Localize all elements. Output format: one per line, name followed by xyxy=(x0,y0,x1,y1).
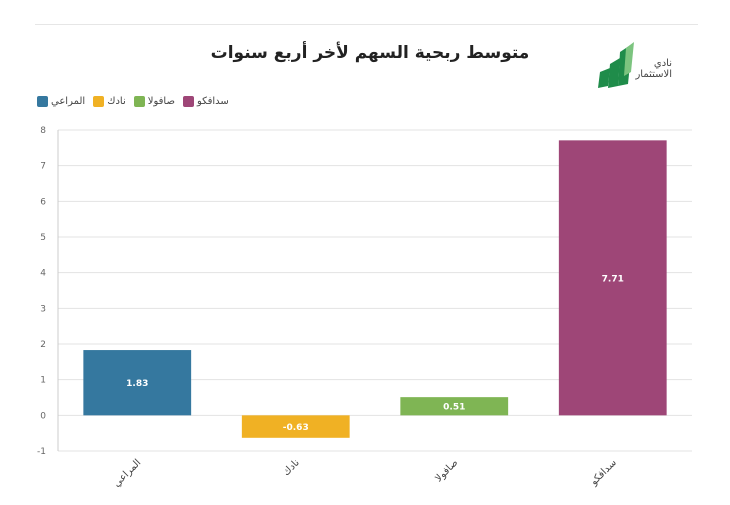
y-tick-label: 3 xyxy=(40,304,46,314)
chart-title: متوسط ربحية السهم لأخر أربع سنوات xyxy=(210,43,530,63)
data-label: 7.71 xyxy=(602,274,624,284)
bar xyxy=(241,415,350,438)
legend-label: صافولا xyxy=(147,96,175,107)
x-tick-label: المراعي xyxy=(111,457,143,489)
data-label: 1.83 xyxy=(126,379,148,389)
y-tick-label: 7 xyxy=(40,162,46,172)
x-tick-label: صافولا xyxy=(433,457,460,484)
legend-swatch xyxy=(93,96,105,107)
legend-label: نادك xyxy=(107,96,126,107)
y-tick-label: 5 xyxy=(40,233,46,243)
legend: المراعي نادك صافولا سدافكو xyxy=(37,96,229,107)
legend-item[interactable]: نادك xyxy=(93,96,126,107)
y-tick-label: 0 xyxy=(40,411,46,421)
investment-club-logo-icon xyxy=(598,42,634,88)
legend-label: سدافكو xyxy=(196,96,229,107)
data-label: -0.63 xyxy=(283,423,309,433)
y-tick-label: 8 xyxy=(40,126,46,136)
y-tick-label: -1 xyxy=(37,447,46,457)
bar xyxy=(83,350,192,416)
x-tick-label: نادك xyxy=(281,457,302,478)
y-tick-label: 1 xyxy=(40,376,46,386)
logo-text: نادي الاستثمار xyxy=(626,58,672,80)
top-divider xyxy=(35,24,698,25)
x-tick-label: سدافكو xyxy=(588,457,619,488)
bar xyxy=(558,140,667,416)
logo-line-2: الاستثمار xyxy=(635,69,672,80)
legend-swatch xyxy=(37,96,48,107)
legend-item[interactable]: سدافكو xyxy=(182,96,229,107)
legend-swatch xyxy=(133,96,145,107)
data-label: 0.51 xyxy=(443,403,465,413)
y-tick-label: 2 xyxy=(40,340,46,350)
legend-swatch xyxy=(182,96,194,107)
bar xyxy=(400,397,509,416)
y-tick-label: 4 xyxy=(40,269,46,279)
legend-item[interactable]: صافولا xyxy=(133,96,175,107)
legend-label: المراعي xyxy=(51,96,86,107)
y-tick-label: 6 xyxy=(40,197,46,207)
legend-item[interactable]: المراعي xyxy=(37,96,85,107)
logo-line-1: نادي xyxy=(653,58,672,69)
